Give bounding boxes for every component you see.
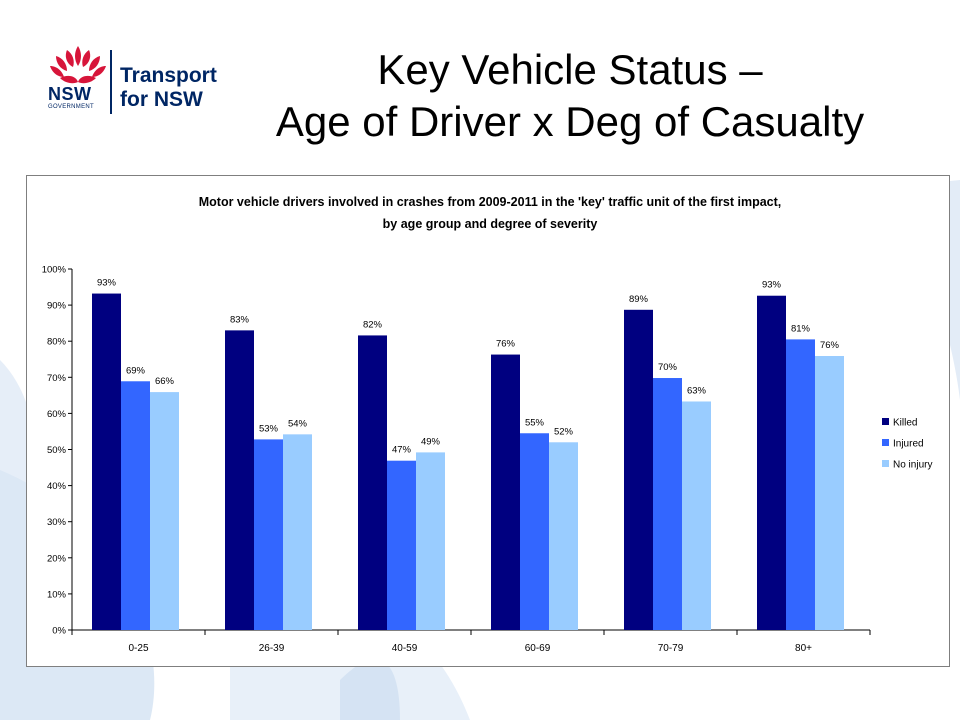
bar-injured: [653, 378, 682, 630]
slide-title: Key Vehicle Status – Age of Driver x Deg…: [220, 44, 920, 148]
bar-injured: [254, 439, 283, 630]
y-tick-label: 30%: [47, 517, 67, 528]
slide-title-line2: Age of Driver x Deg of Casualty: [275, 98, 865, 145]
logo-brand-line1: Transport: [120, 64, 217, 87]
bar-killed: [491, 354, 520, 630]
legend-label: Injured: [893, 439, 924, 450]
bar-no-injury: [283, 434, 312, 630]
bar-injured: [387, 460, 416, 630]
x-tick-label: 60-69: [525, 643, 551, 654]
y-tick-label: 90%: [47, 301, 67, 312]
data-label: 82%: [363, 319, 383, 330]
y-tick-label: 80%: [47, 337, 67, 348]
slide-title-line1: Key Vehicle Status –: [377, 46, 763, 93]
x-tick-label: 0-25: [128, 643, 148, 654]
data-label: 93%: [97, 278, 117, 289]
chart-frame: Motor vehicle drivers involved in crashe…: [26, 175, 950, 667]
legend-label: No injury: [893, 460, 932, 471]
data-label: 52%: [554, 426, 574, 437]
chart-title-line1: Motor vehicle drivers involved in crashe…: [199, 195, 782, 209]
bar-chart: Motor vehicle drivers involved in crashe…: [42, 195, 933, 654]
logo-divider: [110, 50, 112, 114]
bar-no-injury: [150, 392, 179, 630]
bar-killed: [225, 330, 254, 630]
data-label: 47%: [392, 445, 412, 456]
chart-bars: [92, 293, 844, 630]
y-tick-label: 10%: [47, 589, 67, 600]
y-tick-label: 50%: [47, 445, 67, 456]
chart-title-line2: by age group and degree of severity: [383, 217, 598, 231]
legend-swatch: [882, 418, 889, 425]
data-label: 66%: [155, 376, 175, 387]
data-label: 83%: [230, 314, 250, 325]
waratah-flower-icon: [50, 46, 106, 84]
data-label: 49%: [421, 436, 441, 447]
chart-data-labels: 93% 69% 66% 83% 53% 54% 82% 47% 49% 76% 55% 52% 89% 7…: [97, 278, 840, 456]
bar-killed: [757, 295, 786, 630]
data-label: 89%: [629, 294, 649, 305]
data-label: 53%: [259, 423, 279, 434]
bar-no-injury: [549, 442, 578, 630]
bar-injured: [786, 339, 815, 630]
chart-title: Motor vehicle drivers involved in crashe…: [199, 195, 782, 231]
data-label: 81%: [791, 323, 811, 334]
y-tick-label: 20%: [47, 553, 67, 564]
chart-axes: 0% 10% 20% 30% 40% 50% 60% 70% 80% 90% 100% 0-25 26-…: [42, 265, 871, 654]
data-label: 76%: [820, 340, 840, 351]
y-tick-label: 60%: [47, 409, 67, 420]
chart-legend: Killed Injured No injury: [882, 418, 932, 471]
bar-injured: [520, 433, 549, 630]
legend-swatch: [882, 460, 889, 467]
y-tick-label: 0%: [52, 626, 66, 637]
data-label: 93%: [762, 280, 782, 291]
bar-killed: [624, 309, 653, 630]
data-label: 76%: [496, 339, 516, 350]
bar-killed: [92, 293, 121, 630]
data-label: 69%: [126, 365, 146, 376]
data-label: 70%: [658, 362, 678, 373]
y-tick-label: 70%: [47, 373, 67, 384]
bar-no-injury: [682, 401, 711, 630]
logo-nsw-text: NSW: [48, 84, 92, 104]
x-tick-label: 40-59: [392, 643, 418, 654]
logo-government-text: GOVERNMENT: [48, 104, 95, 110]
x-tick-label: 70-79: [658, 643, 684, 654]
bar-injured: [121, 381, 150, 630]
y-tick-label: 40%: [47, 481, 67, 492]
data-label: 54%: [288, 418, 308, 429]
data-label: 63%: [687, 385, 707, 396]
logo-brand-line2: for NSW: [120, 88, 203, 111]
legend-swatch: [882, 439, 889, 446]
data-label: 55%: [525, 417, 545, 428]
legend-label: Killed: [893, 418, 917, 429]
logo-brand-text: Transport for NSW: [120, 64, 250, 112]
transport-nsw-logo: NSW GOVERNMENT Transport for NSW: [44, 44, 234, 124]
bar-killed: [358, 335, 387, 630]
x-tick-label: 80+: [795, 643, 812, 654]
bar-no-injury: [416, 452, 445, 630]
bar-no-injury: [815, 356, 844, 630]
x-tick-label: 26-39: [259, 643, 285, 654]
y-tick-label: 100%: [42, 265, 67, 276]
